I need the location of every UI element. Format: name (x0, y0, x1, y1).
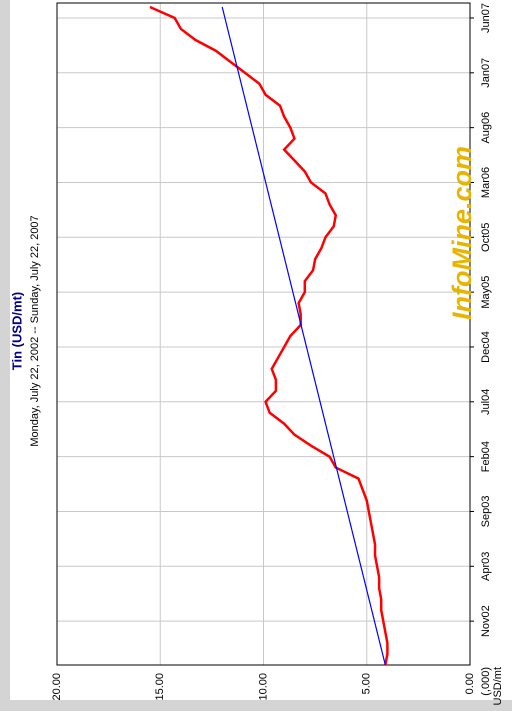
x-tick-label: Mar06 (480, 167, 492, 198)
x-tick-label: Sep03 (480, 496, 492, 528)
chart-subtitle: Monday, July 22, 2002 -- Sunday, July 22… (29, 215, 41, 446)
x-tick-label: May05 (480, 276, 492, 309)
x-tick-label: Dec04 (480, 331, 492, 363)
x-tick-label: Nov02 (480, 605, 492, 637)
price-line (149, 5, 389, 666)
x-tick-label: Jun07 (480, 3, 492, 33)
x-tick-label: Feb04 (480, 441, 492, 472)
watermark: InfoMine.com (447, 146, 477, 320)
y-axis-label: USD/mt (492, 667, 504, 706)
y-tick-label: 5.00 (361, 673, 373, 694)
x-tick-label: Oct05 (480, 223, 492, 252)
y-unit: (,000) (480, 667, 492, 696)
x-tick-label: Jul04 (480, 389, 492, 415)
panel (10, 0, 512, 700)
y-tick-label: 15.00 (154, 673, 166, 701)
chart-title: Tin (USD/mt) (9, 292, 24, 370)
x-tick-label: Aug06 (480, 112, 492, 144)
x-tick-label: Jan07 (480, 58, 492, 88)
x-tick-label: Apr03 (480, 552, 492, 581)
y-tick-label: 0.00 (464, 673, 476, 694)
plot-border (56, 2, 471, 666)
trend-line (221, 6, 386, 666)
y-tick-label: 10.00 (257, 673, 269, 701)
y-tick-label: 20.00 (51, 673, 63, 701)
rotated-chart: Tin (USD/mt) Monday, July 22, 2002 -- Su… (9, 0, 512, 706)
